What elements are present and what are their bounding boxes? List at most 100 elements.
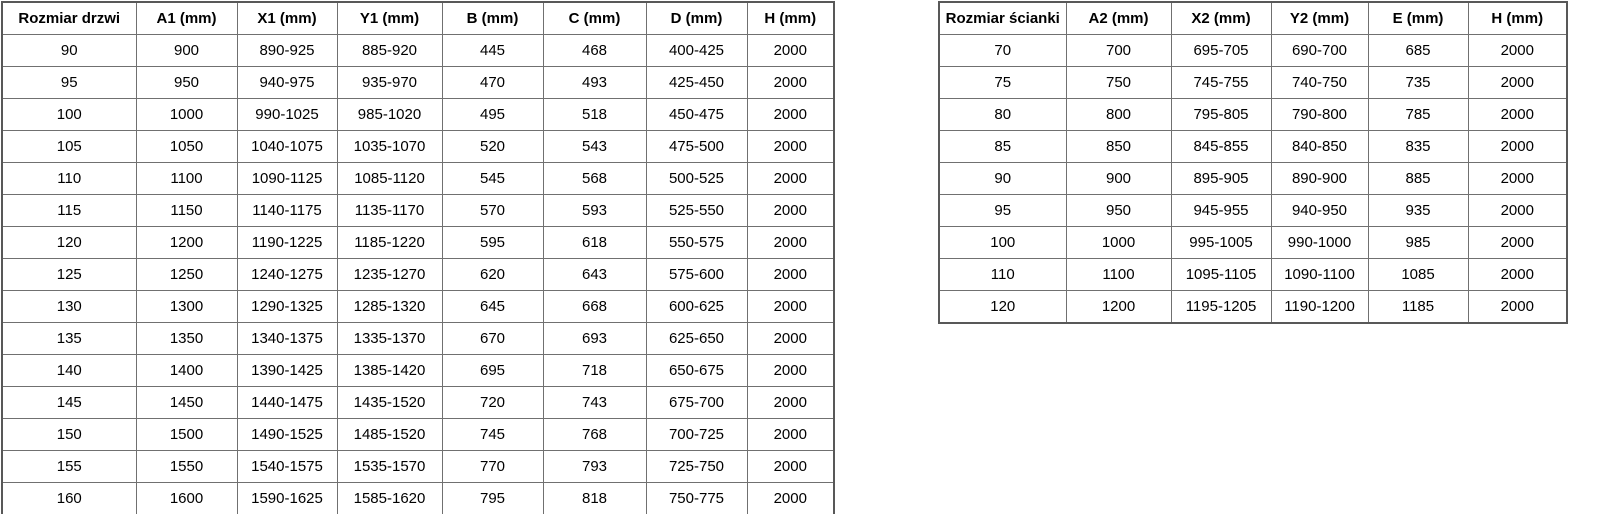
table-cell: 520 <box>441 130 544 163</box>
column-header: Rozmiar drzwi <box>1 1 137 35</box>
table-cell: 100 <box>938 226 1067 259</box>
table-cell: 85 <box>938 130 1067 163</box>
table-cell: 100 <box>1 98 137 131</box>
table-cell: 2000 <box>1467 226 1568 259</box>
table-cell: 995-1005 <box>1170 226 1272 259</box>
table-cell: 135 <box>1 322 137 355</box>
table-row: 120 1200 1190-1225 1185-1220 595 618 550-575 20… <box>1 226 835 259</box>
table-cell: 90 <box>1 34 137 67</box>
table-cell: 885-920 <box>336 34 443 67</box>
table-cell: 90 <box>938 162 1067 195</box>
column-header: Y1 (mm) <box>336 1 443 35</box>
column-header: X1 (mm) <box>236 1 338 35</box>
table-cell: 1550 <box>135 450 238 483</box>
table-cell: 935-970 <box>336 66 443 99</box>
column-header: D (mm) <box>645 1 748 35</box>
table-cell: 840-850 <box>1270 130 1369 163</box>
table-cell: 2000 <box>1467 162 1568 195</box>
table-row: 90 900 895-905 890-900 885 2000 <box>938 162 1568 195</box>
table-cell: 1450 <box>135 386 238 419</box>
table-cell: 1135-1170 <box>336 194 443 227</box>
table-cell: 985 <box>1367 226 1469 259</box>
table-cell: 470 <box>441 66 544 99</box>
table-cell: 105 <box>1 130 137 163</box>
table-cell: 450-475 <box>645 98 748 131</box>
table-cell: 2000 <box>746 450 835 483</box>
table-cell: 2000 <box>746 322 835 355</box>
table-cell: 2000 <box>746 66 835 99</box>
table-cell: 2000 <box>746 258 835 291</box>
table-cell: 940-975 <box>236 66 338 99</box>
table-row: 110 1100 1090-1125 1085-1120 545 568 500-525 20… <box>1 162 835 195</box>
table-cell: 2000 <box>746 386 835 419</box>
table-cell: 625-650 <box>645 322 748 355</box>
table-cell: 895-905 <box>1170 162 1272 195</box>
table-cell: 945-955 <box>1170 194 1272 227</box>
table-cell: 2000 <box>1467 258 1568 291</box>
table-cell: 990-1025 <box>236 98 338 131</box>
table-cell: 2000 <box>1467 290 1568 324</box>
table-cell: 545 <box>441 162 544 195</box>
table-cell: 643 <box>542 258 647 291</box>
table-cell: 845-855 <box>1170 130 1272 163</box>
table-cell: 1000 <box>1065 226 1172 259</box>
table-cell: 150 <box>1 418 137 451</box>
table-cell: 1485-1520 <box>336 418 443 451</box>
table-cell: 790-800 <box>1270 98 1369 131</box>
table-cell: 1100 <box>135 162 238 195</box>
table-cell: 570 <box>441 194 544 227</box>
column-header: X2 (mm) <box>1170 1 1272 35</box>
table-cell: 525-550 <box>645 194 748 227</box>
table-cell: 1500 <box>135 418 238 451</box>
table-cell: 518 <box>542 98 647 131</box>
table-cell: 595 <box>441 226 544 259</box>
table-cell: 675-700 <box>645 386 748 419</box>
table-cell: 2000 <box>746 130 835 163</box>
table-cell: 468 <box>542 34 647 67</box>
table-cell: 1000 <box>135 98 238 131</box>
table-cell: 1585-1620 <box>336 482 443 514</box>
table-cell: 1440-1475 <box>236 386 338 419</box>
table-cell: 2000 <box>1467 130 1568 163</box>
table-row: 100 1000 995-1005 990-1000 985 2000 <box>938 226 1568 259</box>
table-cell: 1140-1175 <box>236 194 338 227</box>
column-header: C (mm) <box>542 1 647 35</box>
table-cell: 700-725 <box>645 418 748 451</box>
table-cell: 1290-1325 <box>236 290 338 323</box>
table-cell: 130 <box>1 290 137 323</box>
table-cell: 890-900 <box>1270 162 1369 195</box>
table-cell: 800 <box>1065 98 1172 131</box>
table-cell: 700 <box>1065 34 1172 67</box>
table-cell: 1590-1625 <box>236 482 338 514</box>
column-header: H (mm) <box>746 1 835 35</box>
table-row: 75 750 745-755 740-750 735 2000 <box>938 66 1568 99</box>
table-cell: 620 <box>441 258 544 291</box>
table-cell: 120 <box>938 290 1067 324</box>
table-cell: 668 <box>542 290 647 323</box>
table-cell: 1085 <box>1367 258 1469 291</box>
table-row: 140 1400 1390-1425 1385-1420 695 718 650-675 20… <box>1 354 835 387</box>
table-cell: 890-925 <box>236 34 338 67</box>
table-cell: 650-675 <box>645 354 748 387</box>
table-row: 80 800 795-805 790-800 785 2000 <box>938 98 1568 131</box>
table-cell: 2000 <box>1467 34 1568 67</box>
table-cell: 600-625 <box>645 290 748 323</box>
table-cell: 1090-1100 <box>1270 258 1369 291</box>
table-cell: 1090-1125 <box>236 162 338 195</box>
table-cell: 685 <box>1367 34 1469 67</box>
table-cell: 950 <box>1065 194 1172 227</box>
table-cell: 985-1020 <box>336 98 443 131</box>
table-cell: 1335-1370 <box>336 322 443 355</box>
table-cell: 125 <box>1 258 137 291</box>
table-cell: 725-750 <box>645 450 748 483</box>
table-row: 100 1000 990-1025 985-1020 495 518 450-475 2000 <box>1 98 835 131</box>
table-cell: 2000 <box>1467 98 1568 131</box>
table-cell: 795-805 <box>1170 98 1272 131</box>
table-cell: 2000 <box>746 194 835 227</box>
table-row: 160 1600 1590-1625 1585-1620 795 818 750-775 20… <box>1 482 835 514</box>
table-cell: 1200 <box>135 226 238 259</box>
table-cell: 500-525 <box>645 162 748 195</box>
table-row: 95 950 945-955 940-950 935 2000 <box>938 194 1568 227</box>
table-cell: 2000 <box>1467 194 1568 227</box>
table-cell: 795 <box>441 482 544 514</box>
